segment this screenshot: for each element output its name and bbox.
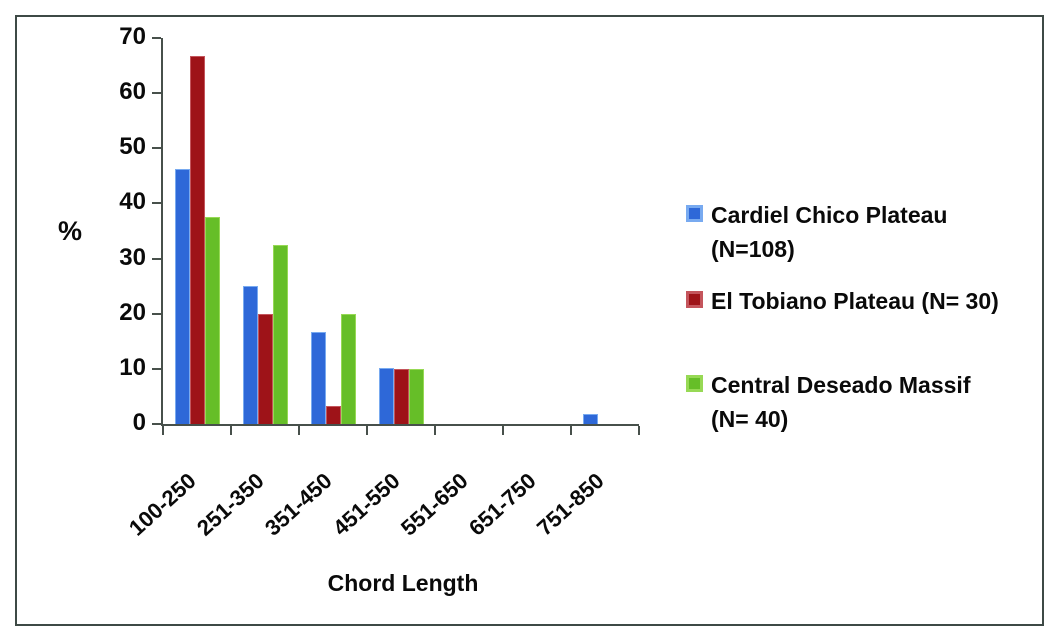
legend-item-central-deseado-massif: Central Deseado Massif (N= 40) xyxy=(686,368,970,436)
y-axis-tick-label: 0 xyxy=(132,409,146,436)
bar-series3-cat1 xyxy=(205,217,220,424)
bar-series2-cat3 xyxy=(326,405,341,424)
legend-label-line: Central Deseado Massif xyxy=(711,372,971,398)
bar-series3-cat3 xyxy=(341,313,356,424)
bar-series3-cat4 xyxy=(409,368,424,424)
bar-series2-cat4 xyxy=(394,368,409,424)
y-axis-tick-label: 40 xyxy=(119,188,146,216)
legend-item-cardiel-chico-plateau: Cardiel Chico Plateau (N=108) xyxy=(686,198,947,266)
x-axis-tick xyxy=(434,426,436,435)
legend: Cardiel Chico Plateau (N=108) El Tobiano… xyxy=(686,0,1042,642)
x-axis-tick xyxy=(298,426,300,435)
y-axis-tick xyxy=(152,423,161,425)
y-axis-tick xyxy=(152,312,161,315)
bar-series3-cat2 xyxy=(273,244,288,424)
x-axis-tick xyxy=(366,426,368,435)
legend-swatch-el-tobiano-plateau xyxy=(686,291,703,308)
y-axis-tick-label: 20 xyxy=(119,298,146,326)
y-axis-tick xyxy=(152,92,161,95)
legend-swatch-cardiel-chico-plateau xyxy=(686,205,703,222)
y-axis-tick-label: 50 xyxy=(119,133,146,161)
y-axis-tick-label: 30 xyxy=(119,243,146,271)
bar-series1-cat2 xyxy=(243,286,258,424)
y-axis-tick-label: 10 xyxy=(119,353,146,381)
x-axis-tick xyxy=(230,426,232,435)
legend-item-el-tobiano-plateau: El Tobiano Plateau (N= 30) xyxy=(686,284,999,318)
y-axis-tick-label: 70 xyxy=(119,23,146,50)
y-axis-tick xyxy=(152,257,161,260)
y-axis-tick-label: 60 xyxy=(119,78,146,106)
y-axis-tick xyxy=(152,367,161,370)
bar-series2-cat1 xyxy=(190,56,205,424)
bar-series2-cat2 xyxy=(258,313,273,424)
legend-swatch-central-deseado-massif xyxy=(686,375,703,392)
x-axis-title: Chord Length xyxy=(327,570,479,596)
bar-series1-cat7 xyxy=(583,413,598,424)
legend-label-line: Cardiel Chico Plateau xyxy=(711,202,948,228)
y-axis-title: % xyxy=(58,216,83,246)
x-axis-tick xyxy=(502,426,504,435)
bar-series1-cat3 xyxy=(311,331,326,424)
legend-label-line: (N=108) xyxy=(711,236,795,262)
y-axis-tick xyxy=(152,37,161,39)
plot-area xyxy=(161,38,640,435)
y-axis-tick xyxy=(152,202,161,205)
y-axis-tick xyxy=(152,147,161,150)
x-axis-tick xyxy=(638,426,640,435)
bar-series1-cat4 xyxy=(379,367,394,424)
legend-label-line: El Tobiano Plateau (N= 30) xyxy=(711,288,999,314)
x-axis-tick xyxy=(570,426,572,435)
legend-label-line: (N= 40) xyxy=(711,406,789,432)
bar-series1-cat1 xyxy=(175,168,190,424)
x-axis-tick xyxy=(162,426,164,435)
